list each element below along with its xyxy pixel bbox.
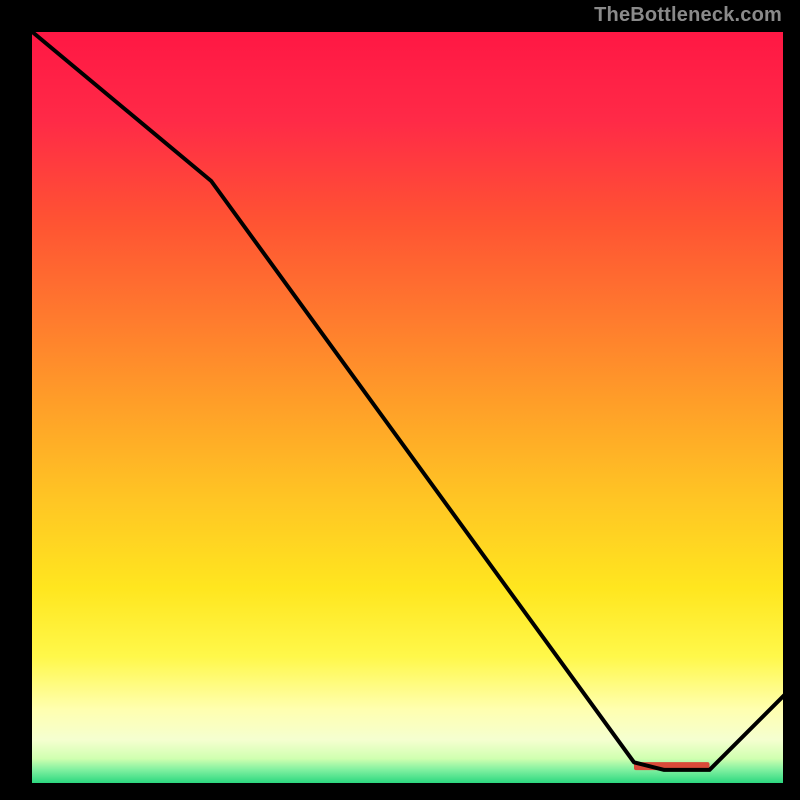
watermark-label: TheBottleneck.com [594,4,782,27]
bottleneck-chart [0,0,800,800]
plot-background [30,30,785,785]
